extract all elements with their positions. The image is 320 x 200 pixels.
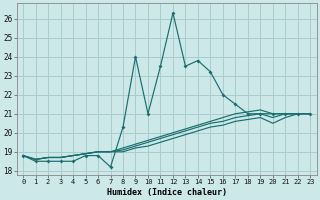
X-axis label: Humidex (Indice chaleur): Humidex (Indice chaleur): [107, 188, 227, 197]
